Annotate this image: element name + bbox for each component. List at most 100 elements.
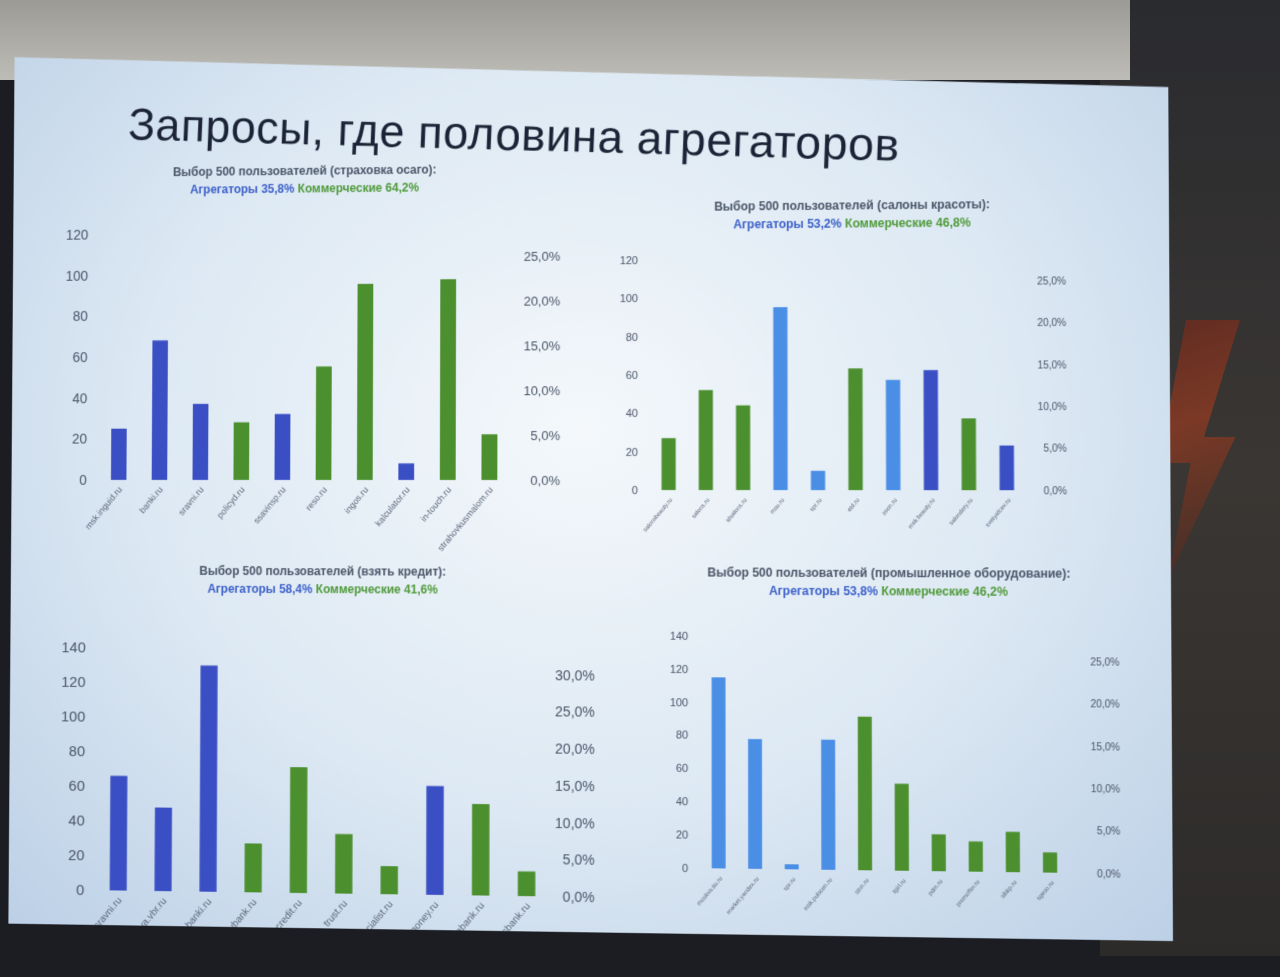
y2-tick-label: 15,0% — [1037, 360, 1066, 371]
y-tick-label: 40 — [72, 390, 87, 406]
bar — [398, 463, 414, 480]
category-label: reso.ru — [304, 485, 329, 513]
category-label: pochtabank.ru — [438, 900, 487, 956]
y2-tick-label: 10,0% — [1038, 402, 1067, 413]
y-tick-label: 60 — [72, 349, 87, 365]
bar — [381, 866, 398, 894]
category-label: market.yandex.ru — [726, 876, 761, 916]
category-label: etd.ru — [847, 498, 862, 514]
y2-tick-label: 5,0% — [1043, 444, 1067, 455]
y-tick-label: 120 — [61, 675, 85, 691]
bar — [1043, 852, 1057, 872]
y-tick-label: 80 — [626, 331, 638, 343]
category-label: trust.ru — [322, 898, 350, 929]
bar — [152, 340, 168, 480]
subtitle-commercial: Коммерческие 46,2% — [881, 584, 1008, 599]
chart-credit: Выбор 500 пользователей (взять кредит): … — [27, 563, 619, 968]
y-tick-label: 120 — [620, 255, 638, 267]
category-label: ssavinsp.ru — [251, 485, 287, 526]
y2-tick-label: 25,0% — [555, 704, 595, 721]
y2-tick-label: 5,0% — [563, 852, 595, 869]
chart-subtitle: Агрегаторы 58,4% Коммерческие 41,6% — [30, 581, 620, 597]
category-label: vbank.ru — [227, 897, 260, 933]
subtitle-commercial: Коммерческие 41,6% — [316, 582, 438, 596]
category-label: moskva.vbr.ru — [122, 896, 170, 950]
bar — [154, 807, 172, 891]
subtitle-aggregators: Агрегаторы 58,4% — [207, 582, 312, 596]
bar — [518, 871, 536, 896]
y2-tick-label: 15,0% — [524, 338, 561, 353]
y2-tick-label: 10,0% — [555, 815, 595, 832]
chart-industrial-equipment: Выбор 500 пользователей (промышленное об… — [640, 565, 1142, 956]
bar — [895, 784, 909, 871]
category-label: sravni.ru — [92, 895, 124, 931]
y2-tick-label: 5,0% — [1097, 826, 1121, 838]
category-label: banki.ru — [137, 485, 165, 516]
y-tick-label: 140 — [670, 630, 688, 642]
y-tick-label: 140 — [61, 641, 85, 657]
chart-osago: Выбор 500 пользователей (страховка осаго… — [30, 161, 580, 540]
category-label: salonsbeauty.ru — [643, 497, 675, 533]
subtitle-commercial: Коммерческие 64,2% — [298, 181, 419, 196]
y2-tick-label: 0,0% — [531, 473, 561, 488]
bar — [886, 380, 901, 490]
chart-title: Выбор 500 пользователей (взять кредит): — [30, 563, 620, 579]
y-tick-label: 20 — [72, 431, 87, 447]
bar — [932, 834, 946, 871]
chart-subtitle: Агрегаторы 53,8% Коммерческие 46,2% — [640, 583, 1140, 599]
bar — [481, 434, 497, 480]
category-label: spr.ru — [809, 498, 823, 513]
y2-tick-label: 0,0% — [563, 889, 595, 906]
y2-tick-label: 20,0% — [1037, 318, 1066, 329]
category-label: tgirl.ru — [892, 878, 908, 895]
y-tick-label: 60 — [626, 370, 638, 382]
y2-tick-label: 10,0% — [1091, 784, 1121, 796]
chart-plot: 0 20 40 60 80 100 120 0,0% 5,0% 10,0% 15,0% 20,0% 25… — [610, 196, 1098, 551]
bar — [110, 776, 128, 891]
y2-tick-label: 20,0% — [1090, 699, 1120, 711]
bar — [821, 740, 835, 870]
y-tick-label: 100 — [670, 697, 688, 709]
y-tick-label: 0 — [79, 472, 87, 488]
category-label: homecredit.ru — [257, 898, 304, 951]
bar — [193, 404, 209, 480]
y2-tick-label: 25,0% — [1037, 276, 1066, 287]
bar — [290, 767, 308, 893]
bar — [440, 279, 456, 480]
y2-tick-label: 25,0% — [524, 248, 561, 263]
bar — [662, 438, 676, 490]
bar — [748, 739, 762, 869]
y-tick-label: 40 — [68, 814, 84, 830]
y-tick-label: 20 — [626, 446, 638, 458]
y2-tick-label: 25,0% — [1090, 657, 1120, 669]
y-tick-label: 120 — [670, 664, 688, 676]
bar — [712, 677, 726, 868]
category-label: spr.ru — [783, 877, 798, 893]
category-label: zoon.ru — [881, 498, 899, 517]
bar — [472, 804, 490, 896]
bar — [811, 471, 825, 490]
category-label: idsalons.ru — [725, 498, 748, 524]
category-label: kalculator.ru — [373, 485, 412, 528]
bar — [969, 841, 983, 871]
bar — [785, 864, 799, 869]
subtitle-aggregators: Агрегаторы 53,8% — [769, 584, 878, 599]
y-tick-label: 60 — [69, 779, 85, 795]
bar — [111, 429, 127, 480]
chart-title: Выбор 500 пользователей (промышленное об… — [640, 565, 1140, 581]
bar — [335, 834, 352, 894]
category-label: creditsmoney.ru — [388, 900, 441, 961]
category-label: svetyafcev.ru — [985, 498, 1013, 529]
bar — [736, 405, 750, 490]
bar — [275, 414, 291, 480]
bar — [426, 786, 444, 895]
bar — [357, 284, 373, 480]
category-label: in-touch.ru — [418, 485, 453, 524]
category-label: msk.beauty.ru — [908, 498, 937, 531]
category-label: promoffer.ru — [956, 879, 982, 908]
category-label: ingos.ru — [342, 485, 370, 516]
presentation-slide: Запросы, где половина агрегаторов Выбор … — [8, 14, 1173, 941]
bar — [999, 446, 1014, 491]
category-label: msk.pulscen.ru — [803, 877, 834, 912]
category-label: banki.ru — [183, 896, 214, 930]
